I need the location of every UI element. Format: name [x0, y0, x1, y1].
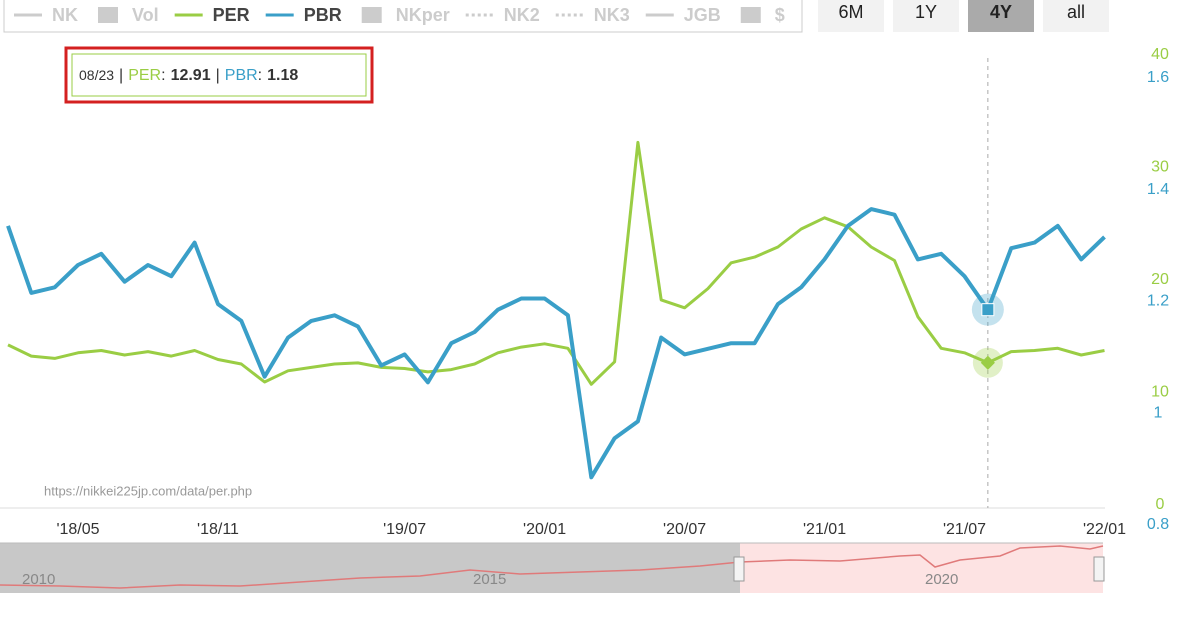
tooltip-colon: :	[258, 67, 262, 84]
tooltip-inner	[71, 53, 367, 97]
y-tick-label: 20	[1151, 271, 1169, 288]
legend-item[interactable]: JGB	[645, 5, 721, 25]
hover-marker	[981, 303, 995, 317]
legend-item[interactable]: NK	[14, 5, 78, 25]
navigator-year: 2015	[473, 571, 506, 588]
range-button[interactable]: 6M	[818, 0, 884, 32]
legend-label: NK2	[504, 5, 540, 25]
legend-item[interactable]: NK3	[555, 5, 630, 25]
x-tick-label: '21/07	[943, 521, 986, 538]
range-button-bg	[1043, 0, 1109, 32]
x-tick-label: '18/11	[197, 521, 239, 538]
legend-item[interactable]: PBR	[265, 5, 342, 25]
legend-label: PBR	[304, 5, 342, 25]
legend-label: Vol	[132, 5, 159, 25]
tooltip-value: 1.18	[267, 67, 298, 84]
navigator-selection	[740, 543, 1103, 593]
range-button[interactable]: all	[1043, 0, 1109, 32]
tooltip-separator: |	[216, 67, 220, 84]
tooltip-date: 08/23	[79, 67, 114, 83]
hover-marker	[980, 355, 995, 370]
x-tick-label: '21/01	[803, 521, 846, 538]
y-tick-label: 40	[1151, 46, 1169, 63]
legend-item[interactable]: Vol	[98, 5, 159, 25]
legend-item[interactable]: PER	[174, 5, 250, 25]
navigator-handle[interactable]	[1093, 556, 1105, 582]
y-tick-label: 0	[1156, 496, 1165, 513]
x-tick-label: '18/05	[56, 521, 99, 538]
x-tick-label: '19/07	[383, 521, 426, 538]
source: https://nikkei225jp.com/data/per.php	[44, 483, 252, 498]
y2-tick-label: 1	[1154, 404, 1163, 421]
range-button[interactable]: 4Y	[968, 0, 1034, 32]
legend-item[interactable]: NK2	[465, 5, 540, 25]
y2-tick-label: 1.6	[1147, 69, 1169, 86]
range-button[interactable]: 1Y	[893, 0, 959, 32]
navigator-series	[0, 545, 1104, 589]
legend-label: NK	[52, 5, 78, 25]
legend-symbol	[740, 7, 761, 23]
tooltip: 08/23 | PER: 12.91 | PBR: 1.18	[64, 46, 374, 104]
range-button-bg	[968, 0, 1034, 32]
y2-tick-label: 0.8	[1147, 516, 1169, 533]
y2-tick-label: 1.2	[1147, 293, 1169, 310]
legend-item[interactable]: $	[740, 5, 785, 25]
range-button-label: 6M	[838, 2, 863, 22]
navigator-mask	[0, 543, 740, 593]
navigator-handle[interactable]	[733, 556, 745, 582]
tooltip-name: PER	[128, 67, 161, 84]
x-tick-label: '22/01	[1083, 521, 1126, 538]
legend-symbol	[98, 7, 118, 23]
navigator-year: 2020	[925, 571, 958, 588]
y2-tick-label: 1.4	[1147, 181, 1169, 198]
legend-label: JGB	[684, 5, 721, 25]
legend-label: PER	[213, 5, 250, 25]
tooltip-value: 12.91	[171, 67, 211, 84]
series-line	[7, 140, 1105, 386]
tooltip-colon: :	[161, 67, 165, 84]
range-button-bg	[818, 0, 884, 32]
tooltip-separator: |	[119, 67, 123, 84]
series-line	[6, 207, 1106, 480]
tooltip-text: 08/23 | PER: 12.91 | PBR: 1.18	[79, 67, 298, 85]
navigator-year: 2010	[22, 571, 55, 588]
range-button-bg	[893, 0, 959, 32]
x-tick-label: '20/01	[523, 521, 566, 538]
legend-label: NK3	[594, 5, 630, 25]
y-tick-label: 10	[1151, 384, 1169, 401]
tooltip-name: PBR	[225, 67, 258, 84]
x-tick-label: '20/07	[663, 521, 706, 538]
range-button-label: 1Y	[915, 2, 937, 22]
legend-symbol	[361, 7, 382, 23]
range-button-label: 4Y	[990, 2, 1012, 22]
legend-label: NKper	[396, 5, 450, 25]
legend-label: $	[775, 5, 785, 25]
legend-item[interactable]: NKper	[361, 5, 450, 25]
range-button-label: all	[1067, 2, 1085, 22]
y-tick-label: 30	[1151, 159, 1169, 176]
